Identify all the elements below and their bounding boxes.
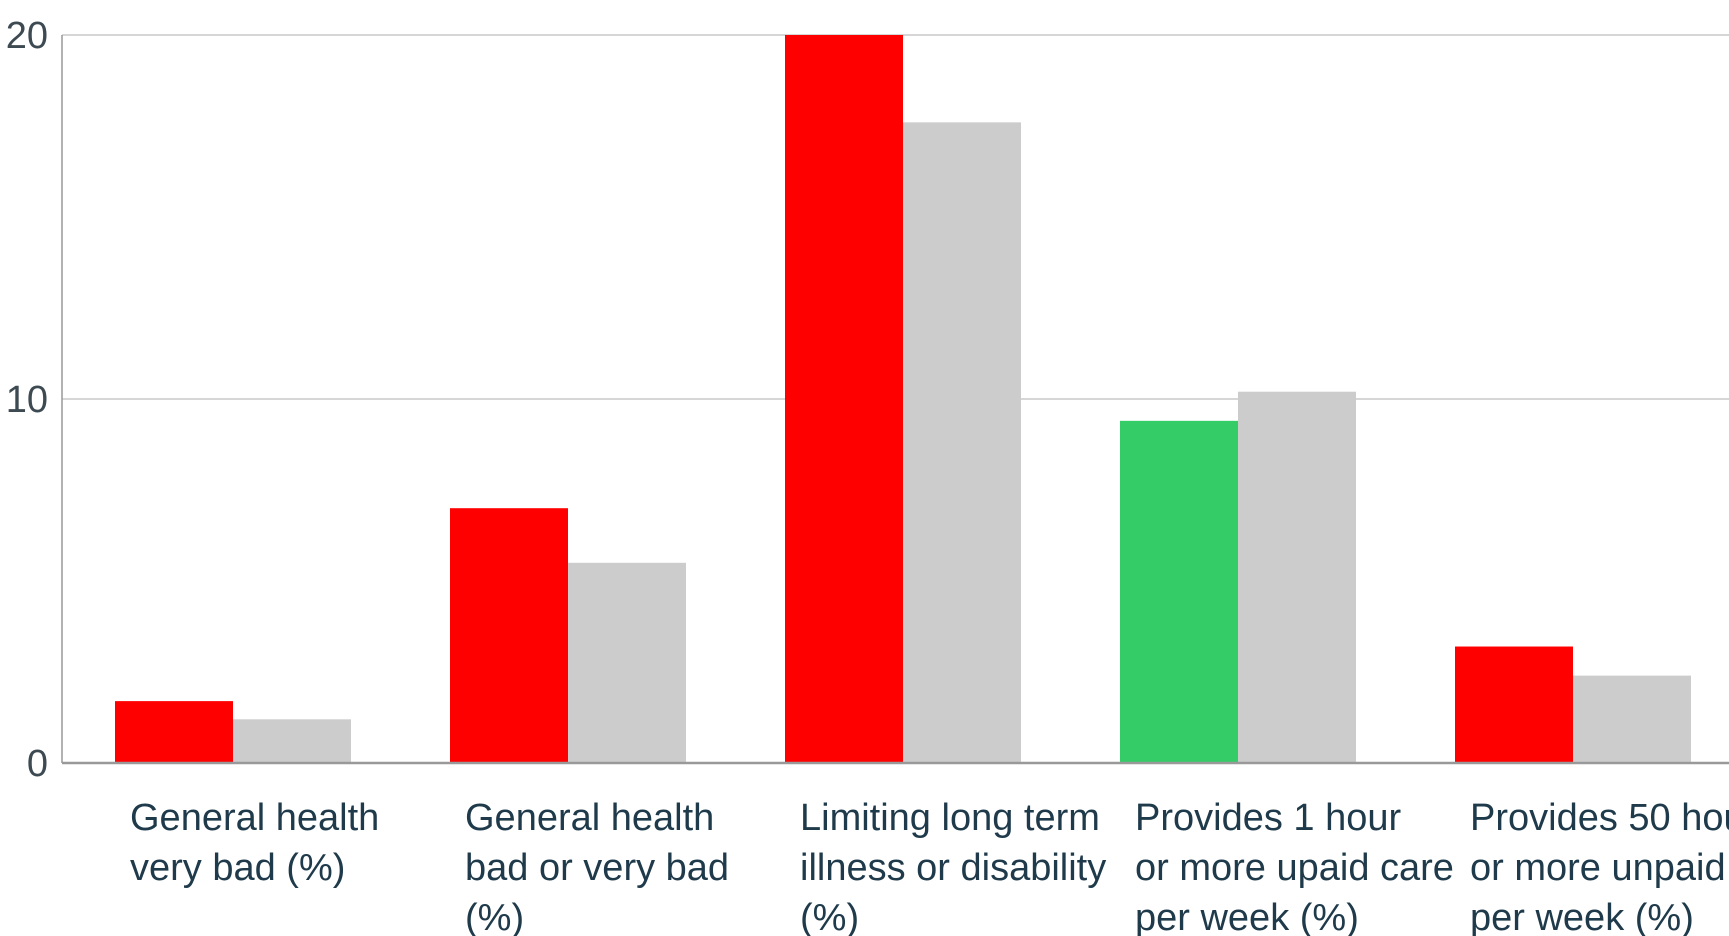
- y-tick-label: 0: [27, 743, 48, 785]
- bar-series1-cat1: [115, 701, 233, 763]
- bar-series2-cat2: [568, 562, 686, 763]
- bar-series1-cat5: [1455, 646, 1573, 763]
- x-category-label-line: (%): [465, 897, 524, 936]
- bars: [115, 35, 1691, 764]
- bar-series1-cat3: [785, 35, 903, 763]
- x-category-label-line: General health: [465, 797, 714, 839]
- x-category-label-line: bad or very bad: [465, 847, 729, 889]
- bar-series1-cat2: [450, 508, 568, 763]
- x-category-label-line: (%): [800, 897, 859, 936]
- x-category-label-line: Limiting long term: [800, 797, 1100, 839]
- y-axis-ticks: 0 10 20: [6, 15, 48, 785]
- bar-series2-cat1: [233, 719, 351, 763]
- x-category-label: Provides 1 hour or more upaid care per wee…: [1135, 797, 1454, 936]
- x-category-label-line: or more unpaid care: [1470, 847, 1729, 889]
- bar-series2-cat5: [1573, 675, 1691, 763]
- bar-series1-cat4: [1120, 420, 1238, 763]
- x-category-label-line: Provides 1 hour: [1135, 797, 1401, 839]
- x-category-label: General health bad or very bad (%): [465, 797, 729, 936]
- x-category-label: Provides 50 hours or more unpaid care per …: [1470, 797, 1729, 936]
- x-axis: [61, 35, 1729, 765]
- x-category-label-line: or more upaid care: [1135, 847, 1454, 889]
- x-category-label-line: illness or disability: [800, 847, 1106, 889]
- y-tick-label: 10: [6, 379, 48, 421]
- bar-series2-cat4: [1238, 391, 1356, 763]
- x-category-label: General health very bad (%): [130, 797, 379, 889]
- bar-series2-cat3: [903, 122, 1021, 764]
- x-category-label-line: Provides 50 hours: [1470, 797, 1729, 839]
- x-category-label-line: per week (%): [1135, 897, 1359, 936]
- x-category-label: Limiting long term illness or disability (…: [800, 797, 1106, 936]
- y-tick-label: 20: [6, 15, 48, 57]
- x-category-label-line: per week (%): [1470, 897, 1694, 936]
- x-axis-labels: General health very bad (%)General health…: [130, 797, 1729, 936]
- x-category-label-line: General health: [130, 797, 379, 839]
- x-category-label-line: very bad (%): [130, 847, 345, 889]
